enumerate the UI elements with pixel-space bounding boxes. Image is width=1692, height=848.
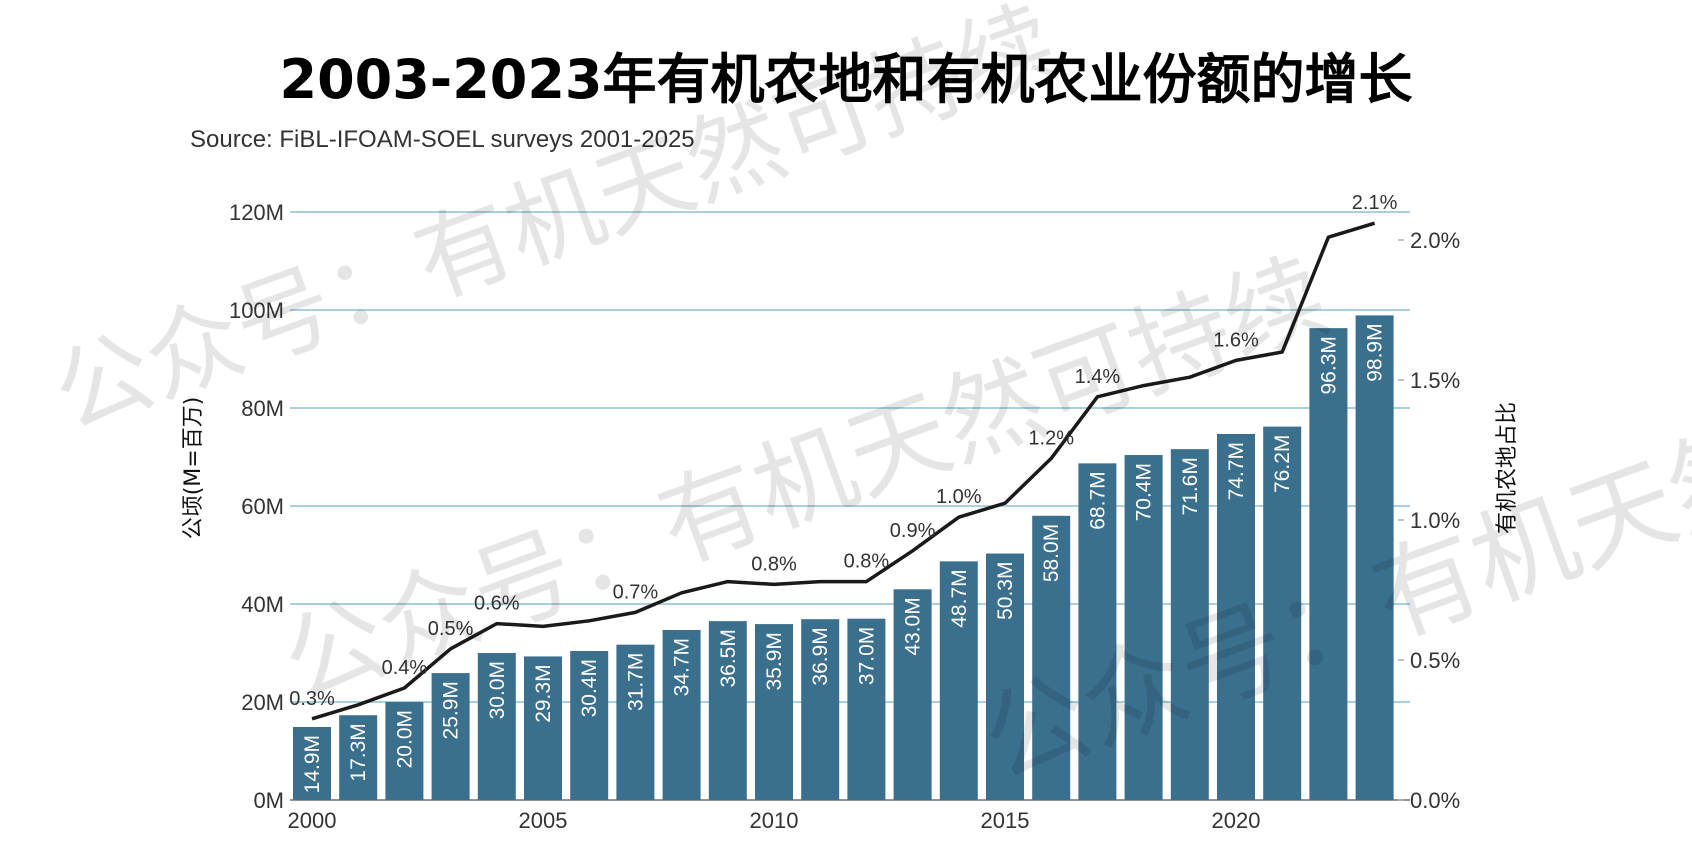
bar <box>339 715 378 800</box>
share-point-label: 0.9% <box>890 520 936 542</box>
bar-value-label: 29.3M <box>532 664 555 722</box>
bar <box>1032 515 1071 800</box>
bar-value-label: 31.7M <box>624 653 647 711</box>
bar-value-label: 30.0M <box>486 661 509 719</box>
bar-value-label: 98.9M <box>1364 323 1387 381</box>
bar <box>708 621 747 800</box>
y2-axis-title: 有机农地占比 <box>1495 402 1520 534</box>
x-tick-label: 2010 <box>750 808 799 833</box>
bar-value-label: 50.3M <box>994 562 1017 620</box>
share-point-label: 0.5% <box>428 618 474 640</box>
bar <box>801 619 840 800</box>
y-tick-label: 120M <box>229 200 284 225</box>
bar-value-label: 76.2M <box>1271 435 1294 493</box>
share-point-label: 2.1% <box>1352 192 1398 214</box>
y2-tick-label: 1.0% <box>1410 508 1460 533</box>
x-tick-label: 2005 <box>519 808 568 833</box>
y-tick-label: 100M <box>229 298 284 323</box>
bar <box>570 651 609 800</box>
bar-value-label: 96.3M <box>1317 336 1340 394</box>
bar <box>662 629 701 800</box>
share-point-label: 0.8% <box>751 553 797 575</box>
y-tick-label: 40M <box>241 592 284 617</box>
y-tick-label: 80M <box>241 396 284 421</box>
bar <box>755 624 793 800</box>
y2-tick-label: 1.5% <box>1410 368 1460 393</box>
bar-value-label: 68.7M <box>1086 471 1109 529</box>
x-axis-ticks: 2000 2005 2010 2015 2020 <box>288 808 1261 833</box>
bar <box>1263 426 1302 800</box>
bar-value-label: 36.5M <box>717 629 740 687</box>
bar-value-label: 70.4M <box>1133 463 1156 521</box>
x-tick-label: 2000 <box>288 808 337 833</box>
bar <box>986 553 1024 800</box>
bar-value-label: 30.4M <box>578 659 601 717</box>
bar-value-label: 20.0M <box>393 710 416 768</box>
bar-value-label: 36.9M <box>809 627 832 685</box>
bar-value-label: 25.9M <box>440 681 463 739</box>
share-point-label: 0.3% <box>289 688 335 710</box>
y2-tick-label: 2.0% <box>1410 228 1460 253</box>
share-point-label: 0.8% <box>844 551 890 573</box>
share-line <box>311 221 1376 721</box>
bar <box>524 656 562 800</box>
bars-group: 14.9M 17.3M 20.0M 25.9M 30.0M 29.3M 30.4M 31.7M… <box>293 315 1394 800</box>
share-point-label: 0.6% <box>474 593 520 615</box>
y-axis-ticks: 0M 20M 40M 60M 80M 100M 120M <box>229 200 284 813</box>
bar <box>1309 328 1348 800</box>
bar <box>893 589 932 800</box>
y-tick-label: 60M <box>241 494 284 519</box>
share-point-label: 1.6% <box>1213 329 1259 351</box>
bar <box>477 653 516 800</box>
bar <box>385 702 424 800</box>
bar <box>939 561 978 800</box>
bar-value-label: 48.7M <box>948 569 971 627</box>
y-axis-title: 公顷(M=百万) <box>181 397 206 540</box>
bar <box>1217 433 1255 800</box>
chart-title: 2003-2023年有机农地和有机农业份额的增长 <box>280 48 1413 111</box>
bar <box>847 618 886 800</box>
bar-value-label: 34.7M <box>671 638 694 696</box>
share-point-label: 1.0% <box>936 486 982 508</box>
share-point-label: 0.7% <box>613 581 659 603</box>
y2-axis-ticks: 0.0% 0.5% 1.0% 1.5% 2.0% <box>1398 228 1460 813</box>
bar <box>293 726 331 800</box>
x-tick-label: 2015 <box>981 808 1030 833</box>
bar-value-label: 71.6M <box>1179 457 1202 515</box>
bar-value-label: 43.0M <box>902 597 925 655</box>
y2-tick-label: 0.0% <box>1410 788 1460 813</box>
bar-value-label: 14.9M <box>301 735 324 793</box>
bar <box>1170 449 1209 800</box>
y2-tick-label: 0.5% <box>1410 648 1460 673</box>
x-tick-label: 2020 <box>1212 808 1261 833</box>
bar <box>1355 315 1394 800</box>
bar <box>431 673 470 800</box>
bar <box>1078 463 1117 800</box>
share-point-label: 1.4% <box>1075 366 1121 388</box>
bar <box>1124 455 1163 800</box>
bar <box>616 644 655 800</box>
share-point-label: 0.4% <box>382 657 428 679</box>
bar-value-label: 74.7M <box>1225 442 1248 500</box>
bar-value-label: 37.0M <box>855 627 878 685</box>
bar-value-label: 35.9M <box>763 632 786 690</box>
share-point-label: 1.2% <box>1028 427 1074 449</box>
y-tick-label: 20M <box>241 690 284 715</box>
chart-subtitle: Source: FiBL-IFOAM-SOEL surveys 2001-202… <box>190 126 695 153</box>
share-line-group: 0.3%0.4%0.5%0.6%0.7%0.8% 0.8%0.9%1.0%1.2%… <box>289 192 1398 721</box>
y-tick-label: 0M <box>253 788 284 813</box>
bar-value-label: 58.0M <box>1040 524 1063 582</box>
bar-value-label: 17.3M <box>347 723 370 781</box>
